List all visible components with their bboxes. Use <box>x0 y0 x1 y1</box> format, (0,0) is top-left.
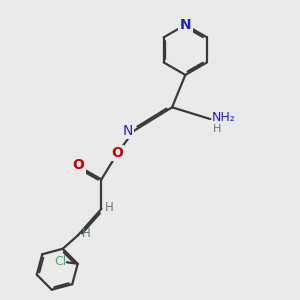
Text: H: H <box>105 201 114 214</box>
Text: N: N <box>179 18 191 32</box>
Text: Cl: Cl <box>54 255 66 268</box>
Text: O: O <box>73 158 84 172</box>
Text: H: H <box>213 124 221 134</box>
Text: N: N <box>122 124 133 138</box>
Text: H: H <box>82 227 91 240</box>
Text: O: O <box>111 146 123 160</box>
Text: NH₂: NH₂ <box>212 111 236 124</box>
